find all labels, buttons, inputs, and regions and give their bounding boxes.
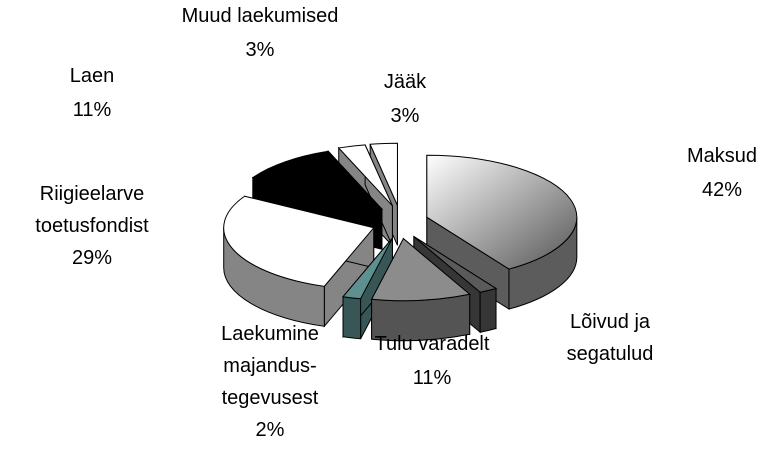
slice-label: Lõivud ja segatulud bbox=[567, 311, 654, 365]
label-line: Laekumine bbox=[221, 323, 319, 345]
slice-label: Laekumine majandus-tegevusest bbox=[221, 323, 319, 409]
label-line: tegevusest bbox=[222, 387, 319, 409]
slice-side bbox=[342, 296, 362, 340]
slice bbox=[413, 236, 498, 293]
value-label: 29% bbox=[72, 247, 112, 269]
label-line: Riigieelarve bbox=[40, 183, 145, 205]
label-line: Jääk bbox=[384, 71, 427, 93]
label-line: Maksud bbox=[687, 145, 757, 167]
slice bbox=[369, 142, 398, 206]
label-line: segatulud bbox=[567, 343, 654, 365]
value-label: 42% bbox=[702, 179, 742, 201]
slice-side bbox=[479, 287, 497, 333]
slice-label: Jääk bbox=[384, 71, 427, 93]
slice bbox=[342, 237, 393, 300]
value-label: 2% bbox=[256, 419, 285, 441]
value-label: 3% bbox=[246, 39, 275, 61]
value-label: 11% bbox=[73, 99, 112, 121]
value-label: 11% bbox=[413, 367, 452, 389]
label-line: Laen bbox=[70, 65, 115, 87]
label-line: Muud laekumised bbox=[182, 5, 339, 27]
slice-label: Tulu varadelt bbox=[375, 333, 490, 355]
slice bbox=[337, 144, 393, 207]
slice bbox=[223, 195, 375, 287]
slice-label: Laen bbox=[70, 65, 115, 87]
slice bbox=[370, 237, 471, 302]
slice-label: Maksud bbox=[687, 145, 757, 167]
label-line: majandus- bbox=[223, 355, 316, 377]
slice bbox=[251, 150, 384, 211]
slice bbox=[426, 154, 578, 270]
value-label: 3% bbox=[391, 105, 420, 127]
label-line: toetusfondist bbox=[35, 215, 149, 237]
slice-label: Riigieelarve toetusfondist bbox=[35, 183, 149, 237]
slice-label: Muud laekumised bbox=[182, 5, 339, 27]
label-line: Tulu varadelt bbox=[375, 333, 490, 355]
label-line: Lõivud ja bbox=[570, 311, 651, 333]
